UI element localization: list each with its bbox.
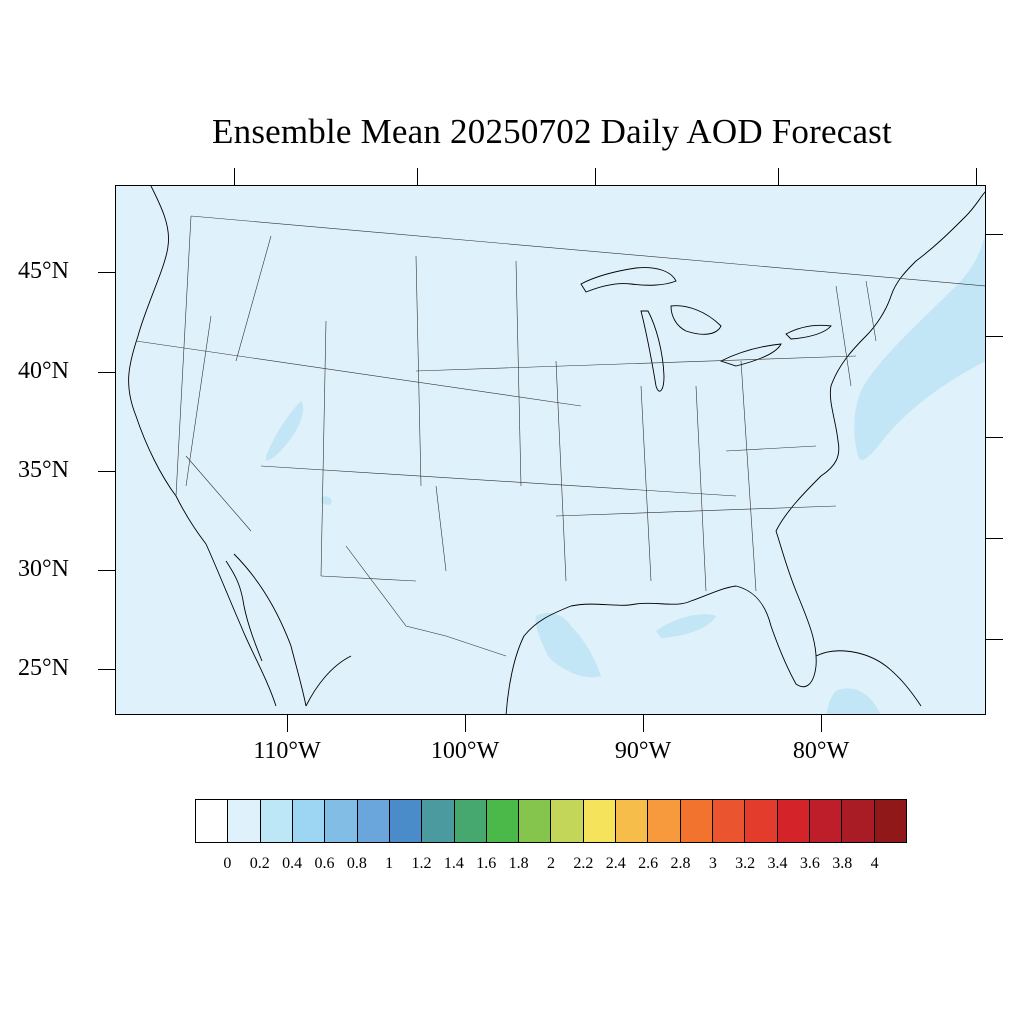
colorbar-box (648, 800, 681, 842)
colorbar-label: 2.6 (638, 855, 659, 872)
colorbar (195, 799, 907, 843)
left-tick (98, 372, 115, 373)
colorbar-label: 0.6 (314, 855, 335, 872)
colorbar-box (228, 800, 261, 842)
right-tick (986, 639, 1003, 640)
colorbar-label: 0 (223, 855, 232, 872)
colorbar-box (809, 800, 843, 842)
colorbar-label: 1.8 (508, 855, 529, 872)
top-tick (234, 168, 235, 185)
state-borders (135, 215, 985, 657)
colorbar-box (325, 800, 358, 842)
colorbar-label: 0.2 (249, 855, 270, 872)
lon-label-100w: 100°W (430, 738, 500, 764)
right-tick (986, 234, 1003, 235)
caribbean-plume (826, 688, 881, 714)
colorbar-label: 4 (870, 855, 879, 872)
colorbar-box (551, 800, 584, 842)
colorbar-label: 0.8 (346, 855, 367, 872)
colorbar-box (260, 800, 293, 842)
colorbar-box (874, 800, 906, 842)
left-tick (98, 669, 115, 670)
coastlines (128, 186, 985, 714)
utah-plume (266, 401, 304, 461)
bottom-tick (821, 715, 822, 732)
az-plume (321, 496, 332, 505)
right-tick (986, 336, 1003, 337)
colorbar-box (842, 800, 875, 842)
top-tick (595, 168, 596, 185)
colorbar-box (680, 800, 713, 842)
colorbar-box (583, 800, 617, 842)
top-tick (976, 168, 977, 185)
colorbar-label: 3.8 (832, 855, 853, 872)
colorbar-box (745, 800, 778, 842)
colorbar-box (777, 800, 810, 842)
colorbar-box (389, 800, 423, 842)
colorbar-label: 1.6 (476, 855, 497, 872)
colorbar-label: 3.6 (799, 855, 820, 872)
bottom-tick (643, 715, 644, 732)
colorbar-label: 2.8 (670, 855, 691, 872)
us-map (128, 186, 985, 714)
lat-label-35: 35°N (18, 457, 69, 483)
colorbar-label: 0.4 (282, 855, 303, 872)
lat-label-45: 45°N (18, 258, 69, 284)
colorbar-label: 1.4 (443, 855, 464, 872)
lat-label-25: 25°N (18, 655, 69, 681)
map-panel (115, 185, 986, 715)
colorbar-box (616, 800, 649, 842)
left-tick (98, 471, 115, 472)
colorbar-box (454, 800, 487, 842)
gulf-plume-west (535, 613, 601, 678)
colorbar-box (422, 800, 455, 842)
colorbar-label: 1.2 (411, 855, 432, 872)
colorbar-label: 1 (385, 855, 394, 872)
left-tick (98, 570, 115, 571)
colorbar-label: 2.4 (605, 855, 626, 872)
lon-label-110w: 110°W (253, 738, 321, 764)
right-tick (986, 437, 1003, 438)
lat-label-40: 40°N (18, 358, 69, 384)
colorbar-label: 2.2 (573, 855, 594, 872)
colorbar-box (357, 800, 390, 842)
colorbar-box (486, 800, 520, 842)
top-tick (417, 168, 418, 185)
colorbar-label: 2 (547, 855, 555, 872)
colorbar-label: 3.4 (767, 855, 788, 872)
colorbar-box (713, 800, 746, 842)
lon-label-80w: 80°W (792, 738, 850, 764)
colorbar-label: 3 (708, 855, 717, 872)
lon-label-90w: 90°W (614, 738, 672, 764)
colorbar-box (196, 800, 229, 842)
aod-plumes (266, 233, 985, 714)
right-tick (986, 538, 1003, 539)
colorbar-box (292, 800, 326, 842)
bottom-tick (287, 715, 288, 732)
colorbar-label: 3.2 (735, 855, 756, 872)
top-tick (778, 168, 779, 185)
lat-label-30: 30°N (18, 556, 69, 582)
gulf-plume-central (656, 614, 716, 638)
colorbar-box (519, 800, 552, 842)
atlantic-plume (854, 233, 985, 460)
chart-title: Ensemble Mean 20250702 Daily AOD Forecas… (212, 112, 892, 151)
bottom-tick (465, 715, 466, 732)
left-tick (98, 272, 115, 273)
